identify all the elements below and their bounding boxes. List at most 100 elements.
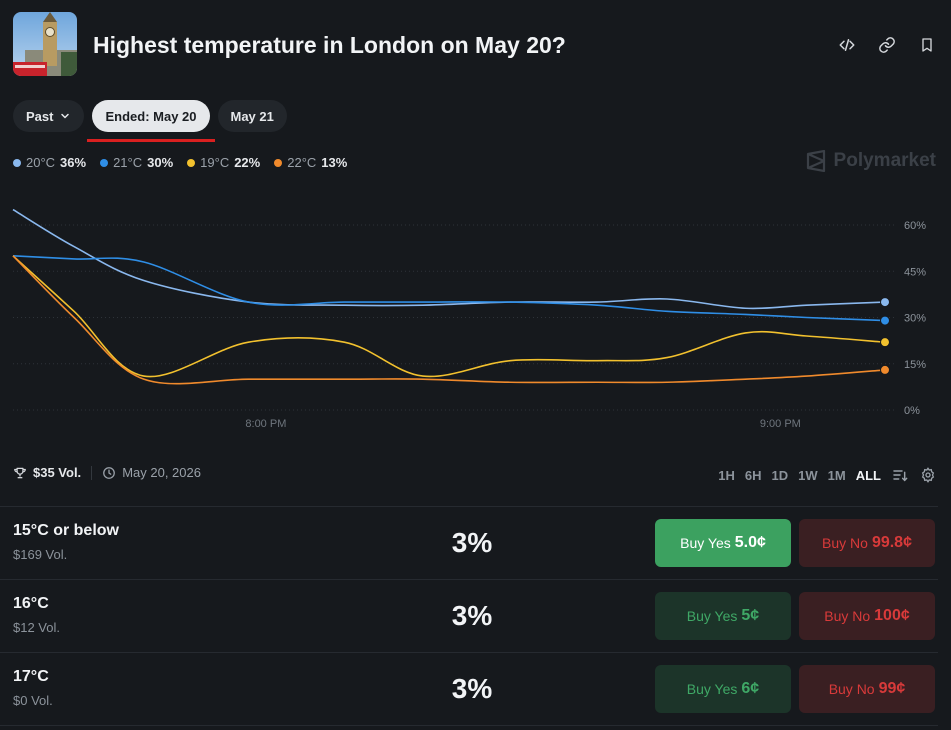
market-chance: 3%: [451, 600, 493, 631]
legend-dot: [100, 158, 109, 167]
date-tabs: Past Ended: May 20 May 21: [13, 100, 287, 132]
market-thumbnail: [13, 12, 77, 76]
range-1d[interactable]: 1D: [771, 467, 789, 483]
x-tick-label: 8:00 PM: [245, 418, 286, 430]
market-volume: $0 Vol.: [13, 693, 53, 708]
legend-item-20c: 20°C 36%: [13, 155, 86, 170]
chevron-down-icon: [61, 113, 70, 119]
legend-label: 20°C: [26, 155, 56, 170]
price-history-chart[interactable]: 60% 45% 30% 15% 0% 8:00 PM 9:00 PM: [0, 205, 951, 435]
clock-icon: [103, 466, 116, 479]
market-header: Highest temperature in London on May 20?: [13, 12, 938, 76]
legend-value: 30%: [147, 155, 174, 170]
range-1w[interactable]: 1W: [798, 467, 818, 483]
x-tick-label: 9:00 PM: [760, 418, 801, 430]
row-divider: [0, 725, 938, 726]
buy-yes-button[interactable]: Buy Yes 5.0¢: [655, 519, 791, 567]
legend-item-19c: 19°C 22%: [187, 155, 260, 170]
market-row-15c-or-below[interactable]: 15°C or below $169 Vol. 3% Buy Yes 5.0¢ …: [0, 507, 938, 579]
buy-yes-button[interactable]: Buy Yes 5¢: [655, 592, 791, 640]
time-range-selector: 1H 6H 1D 1W 1M ALL: [718, 466, 937, 484]
market-volume: $12 Vol.: [13, 620, 60, 635]
tab-may-21-label: May 21: [230, 108, 274, 124]
buy-yes-price: 6¢: [741, 680, 760, 697]
y-tick-label: 15%: [904, 359, 926, 371]
buy-no-button[interactable]: Buy No 99¢: [799, 665, 935, 713]
settings-gear-icon[interactable]: [919, 466, 937, 484]
range-1h[interactable]: 1H: [718, 467, 735, 483]
market-title: 16°C: [13, 595, 49, 612]
market-volume: $169 Vol.: [13, 547, 68, 562]
total-volume: $35 Vol.: [33, 465, 82, 480]
legend-label: 21°C: [113, 155, 143, 170]
legend-dot: [274, 158, 283, 167]
stat-separator: [91, 465, 93, 480]
sort-icon[interactable]: [891, 466, 909, 484]
market-row-17c[interactable]: 17°C $0 Vol. 3% Buy Yes 6¢ Buy No 99¢: [0, 653, 938, 725]
volume-stat: $35 Vol.: [13, 465, 81, 480]
legend-item-22c: 22°C 13%: [274, 155, 347, 170]
tab-ended-may-20[interactable]: Ended: May 20: [92, 100, 210, 132]
tab-past-label: Past: [26, 108, 54, 124]
buy-no-label: Buy No: [828, 681, 875, 697]
range-all[interactable]: ALL: [855, 467, 881, 483]
active-tab-underline: [87, 139, 215, 142]
row-divider: [0, 579, 938, 580]
market-row-16c[interactable]: 16°C $12 Vol. 3% Buy Yes 5¢ Buy No 100¢: [0, 580, 938, 652]
buy-no-button[interactable]: Buy No 99.8¢: [799, 519, 935, 567]
legend-value: 13%: [321, 155, 348, 170]
legend-dot: [13, 158, 21, 167]
buy-no-price: 99.8¢: [871, 534, 912, 551]
buy-yes-label: Buy Yes: [680, 535, 731, 551]
polymarket-logo-icon: [806, 150, 825, 172]
y-tick-label: 60%: [904, 220, 926, 232]
y-tick-label: 30%: [904, 313, 926, 325]
row-divider: [0, 652, 938, 653]
date-stat: May 20, 2026: [102, 465, 201, 480]
market-title: 17°C: [13, 668, 49, 685]
legend-value: 22%: [234, 155, 261, 170]
row-divider: [0, 506, 938, 507]
legend-label: 19°C: [200, 155, 230, 170]
market-chance: 3%: [451, 527, 493, 558]
legend-label: 22°C: [287, 155, 317, 170]
tab-may-21[interactable]: May 21: [217, 100, 287, 132]
series-line-2: [12, 255, 886, 378]
code-icon[interactable]: [836, 34, 858, 56]
series-end-dot: [880, 297, 890, 308]
series-line-3: [12, 255, 886, 385]
range-1m[interactable]: 1M: [827, 467, 846, 483]
series-line-1: [12, 255, 886, 322]
range-6h[interactable]: 6H: [744, 467, 762, 483]
legend-dot: [187, 158, 196, 167]
tab-past[interactable]: Past: [13, 100, 85, 132]
chart-legend: 20°C 36% 21°C 30% 19°C 22% 22°C 13%: [13, 155, 347, 170]
series-end-dot: [880, 364, 890, 375]
market-chance: 3%: [451, 673, 493, 704]
buy-no-price: 100¢: [874, 607, 910, 624]
series-end-dot: [880, 315, 890, 326]
buy-yes-label: Buy Yes: [686, 681, 738, 697]
legend-value: 36%: [60, 155, 87, 170]
market-title: 15°C or below: [13, 522, 119, 539]
legend-item-21c: 21°C 30%: [100, 155, 173, 170]
link-icon[interactable]: [876, 34, 898, 56]
y-tick-label: 45%: [904, 266, 926, 278]
brand-name: Polymarket: [833, 150, 936, 171]
tab-ended-label: Ended: May 20: [105, 108, 197, 124]
buy-yes-label: Buy Yes: [686, 608, 738, 624]
buy-no-label: Buy No: [824, 608, 871, 624]
page-title: Highest temperature in London on May 20?: [93, 32, 566, 58]
buy-yes-price: 5.0¢: [734, 534, 766, 551]
buy-yes-price: 5¢: [741, 607, 760, 624]
trophy-icon: [14, 467, 26, 478]
series-end-dot: [880, 337, 890, 348]
buy-yes-button[interactable]: Buy Yes 6¢: [655, 665, 791, 713]
end-date: May 20, 2026: [122, 465, 201, 480]
buy-no-price: 99¢: [878, 680, 906, 697]
series-line-0: [12, 208, 886, 310]
bookmark-icon[interactable]: [916, 34, 938, 56]
buy-no-button[interactable]: Buy No 100¢: [799, 592, 935, 640]
market-stats: $35 Vol. May 20, 2026: [13, 465, 201, 480]
polymarket-watermark: Polymarket: [806, 150, 936, 172]
